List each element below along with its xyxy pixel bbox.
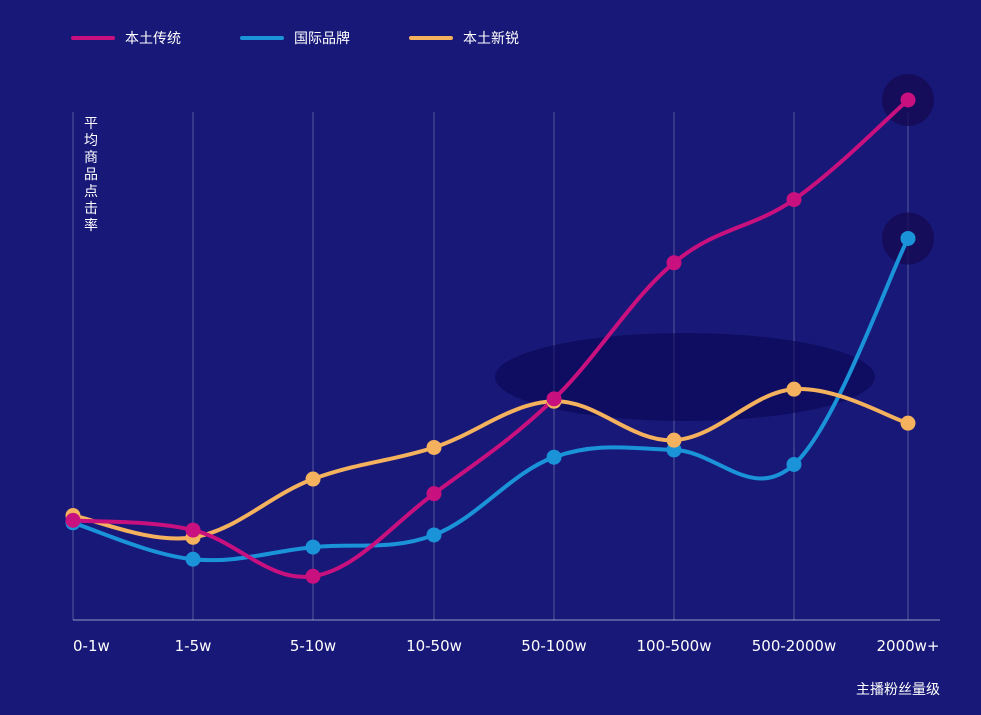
legend-label: 本土传统 — [125, 31, 181, 47]
data-point[interactable] — [786, 381, 802, 397]
x-axis-title: 主播粉丝量级 — [856, 682, 940, 698]
data-point[interactable] — [305, 471, 321, 487]
x-tick-label: 1-5w — [175, 637, 212, 655]
legend: 本土传统 国际品牌 本土新锐 — [71, 30, 519, 47]
x-tick-label: 0-1w — [73, 637, 110, 655]
data-point[interactable] — [786, 192, 802, 208]
data-point[interactable] — [900, 415, 916, 431]
data-points — [65, 92, 916, 584]
data-point[interactable] — [185, 551, 201, 567]
data-point[interactable] — [666, 255, 682, 271]
y-axis-title-text: 平均商品点击率 — [84, 116, 98, 234]
series — [71, 97, 910, 579]
y-axis-title: 平均商品点击率 — [84, 116, 98, 234]
data-point[interactable] — [426, 439, 442, 455]
x-tick-label: 50-100w — [521, 637, 586, 655]
x-tick-label: 100-500w — [637, 637, 712, 655]
data-point[interactable] — [65, 512, 81, 528]
data-point[interactable] — [786, 456, 802, 472]
data-point[interactable] — [426, 527, 442, 543]
x-tick-labels: 0-1w 1-5w 5-10w 10-50w 50-100w 100-500w 500-20… — [73, 637, 940, 655]
x-tick-label: 500-2000w — [752, 637, 837, 655]
highlight-glows — [495, 73, 934, 421]
legend-item-1[interactable]: 国际品牌 — [240, 30, 350, 47]
data-point[interactable] — [185, 522, 201, 538]
highlight-glow — [495, 333, 875, 421]
data-point[interactable] — [900, 92, 916, 108]
legend-item-0[interactable]: 本土传统 — [71, 31, 181, 47]
legend-label: 国际品牌 — [294, 30, 350, 47]
data-point[interactable] — [546, 391, 562, 407]
x-tick-label: 10-50w — [406, 637, 462, 655]
legend-item-2[interactable]: 本土新锐 — [409, 31, 519, 47]
data-point[interactable] — [305, 539, 321, 555]
series-line-0 — [71, 97, 910, 579]
legend-label: 本土新锐 — [463, 31, 519, 47]
data-point[interactable] — [900, 230, 916, 246]
data-point[interactable] — [426, 486, 442, 502]
x-tick-label: 5-10w — [290, 637, 336, 655]
data-point[interactable] — [546, 449, 562, 465]
data-point[interactable] — [666, 432, 682, 448]
x-tick-label: 2000w+ — [876, 637, 939, 655]
data-point[interactable] — [305, 568, 321, 584]
